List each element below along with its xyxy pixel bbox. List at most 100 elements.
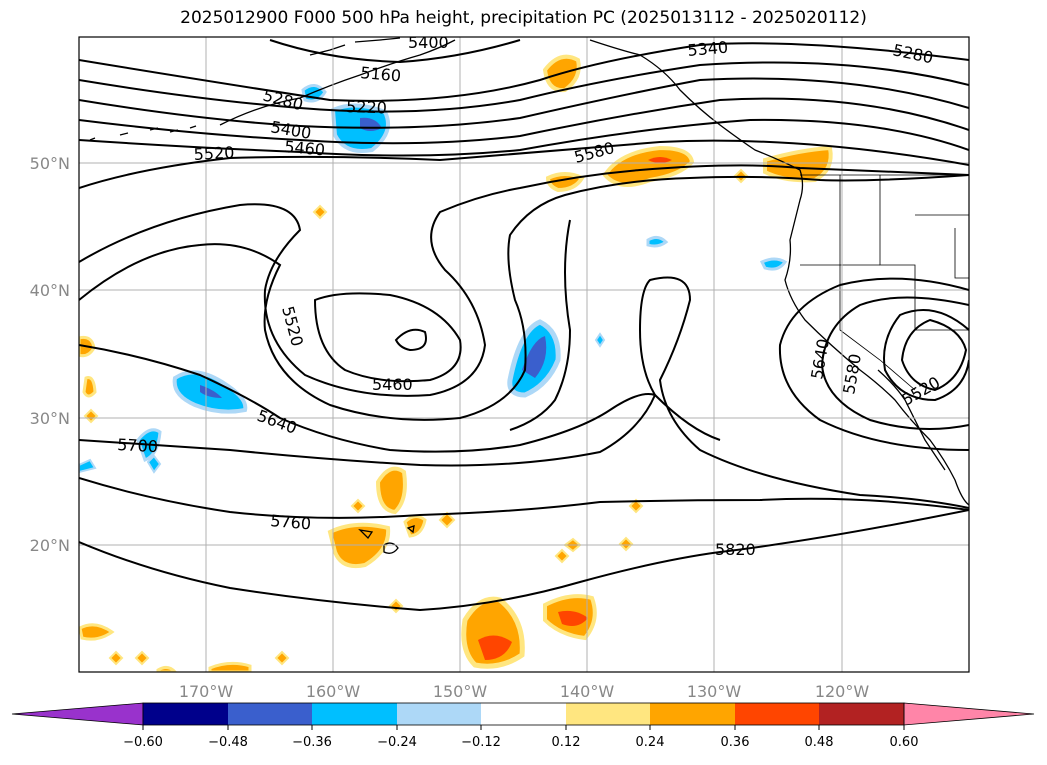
precip-patch-tiny-11: [83, 408, 99, 424]
precip-patch-ca-blue: [759, 257, 788, 271]
map-frame: [78, 36, 970, 673]
contour-label: 5760: [270, 511, 312, 533]
colorbar-segment: [228, 703, 312, 725]
colorbar-segment: [312, 703, 397, 725]
contour-label: 5700: [117, 435, 159, 456]
canada-coast: [589, 39, 969, 506]
contour-5220: [79, 42, 969, 102]
lon-label-150w: 150°W: [433, 682, 488, 701]
precip-patch-tiny-9: [274, 650, 290, 666]
colorbar-tick-label: 0.48: [805, 735, 834, 750]
colorbar-tick-label: −0.36: [292, 735, 332, 750]
lon-label-130w: 130°W: [687, 682, 742, 701]
colorbar-arrow-right: [903, 702, 1035, 726]
precip-patch-bc-orange: [602, 145, 695, 187]
state-border-2: [879, 175, 969, 331]
colorbar-ticks: [142, 725, 905, 730]
colorbar-segment: [566, 703, 650, 725]
contour-5580-loop: [79, 174, 969, 421]
precip-patch-tiny-15: [594, 332, 606, 348]
contour-east-5580: [820, 296, 969, 430]
precip-patch-central-dark: [522, 336, 547, 378]
lon-label-170w: 170°W: [179, 682, 234, 701]
contour-5460-loop: [313, 292, 462, 383]
height-contours: [79, 39, 969, 612]
state-border-4: [954, 228, 969, 279]
hawaii-island-3: [406, 525, 415, 534]
colorbar-tick-label: −0.60: [123, 735, 163, 750]
lon-label-140w: 140°W: [560, 682, 615, 701]
contour-label: 5460: [284, 137, 326, 159]
precip-patch-tiny-1: [312, 204, 328, 220]
precip-patch-tiny-7: [108, 650, 124, 666]
precip-patches: [79, 54, 833, 672]
precip-patch-hawaii-3: [403, 515, 427, 538]
colorbar-tick-label: 0.24: [636, 735, 665, 750]
contour-label: 5520: [193, 143, 235, 164]
lat-label-40n: 40°N: [30, 281, 70, 300]
contour-5640-b: [509, 219, 721, 441]
state-border-3: [800, 264, 916, 391]
contour-label: 5400: [408, 33, 449, 52]
lon-label-120w: 120°W: [815, 682, 870, 701]
lat-label-20n: 20°N: [30, 536, 70, 555]
contour-5520-loop: [79, 164, 969, 397]
precip-patch-tiny-4: [554, 548, 570, 564]
colorbar-segment: [650, 703, 735, 725]
colorbar-tick-label: −0.12: [461, 735, 501, 750]
hawaii-island-1: [383, 542, 399, 554]
precip-patch-west-edge2: [82, 376, 97, 398]
baja-coast: [877, 369, 946, 471]
colorbar-segment: [481, 703, 566, 725]
colorbar-arrow-left: [11, 702, 144, 726]
contour-label: 5460: [372, 375, 413, 394]
colorbar-outline: [142, 702, 905, 726]
hawaii-island-2: [358, 529, 374, 540]
colorbar-tick-label: −0.24: [377, 735, 417, 750]
contour-label: 5340: [687, 38, 729, 60]
precip-patch-tiny-8: [134, 650, 150, 666]
contour-east-5520: [883, 309, 969, 402]
contour-label: 5820: [715, 540, 756, 559]
contour-5400: [79, 97, 969, 145]
contour-5760: [79, 477, 969, 519]
contour-5160: [269, 39, 521, 64]
contour-5340: [79, 77, 969, 129]
contour-5280-a: [79, 61, 969, 113]
precip-patch-bc-red: [648, 157, 672, 163]
colorbar-segment: [143, 703, 228, 725]
precip-patch-tiny-10: [438, 511, 456, 529]
colorbar-segment: [735, 703, 819, 725]
contour-5700: [79, 394, 656, 467]
precip-patch-tiny-14: [79, 458, 97, 474]
gridlines: [79, 37, 969, 672]
colorbar: −0.60 −0.48 −0.36 −0.24 −0.12 0.12 0.24 …: [11, 702, 1035, 750]
precip-patch-tiny-3: [618, 536, 634, 552]
contour-east-5640: [778, 277, 969, 451]
precip-patch-hawaii-1: [375, 466, 407, 515]
colorbar-segment: [397, 703, 481, 725]
precip-patch-bottom2: [156, 665, 177, 672]
contour-label: 5160: [360, 63, 402, 85]
precip-patch-south-2-red: [558, 610, 588, 626]
lon-labels: 170°W 160°W 150°W 140°W 130°W 120°W: [179, 682, 870, 701]
contour-5640-a: [79, 276, 969, 509]
lon-label-160w: 160°W: [306, 682, 361, 701]
contour-5460: [79, 118, 969, 157]
lat-labels: 50°N 40°N 30°N 20°N: [30, 154, 70, 555]
map-title: 2025012900 F000 500 hPa height, precipit…: [180, 8, 867, 28]
borders: [800, 174, 969, 391]
colorbar-segment: [819, 703, 904, 725]
colorbar-tick-label: 0.60: [890, 735, 919, 750]
colorbar-tick-label: 0.36: [721, 735, 750, 750]
colorbar-tick-label: −0.48: [208, 735, 248, 750]
contour-label: 5220: [346, 97, 387, 117]
contour-east-5460: [900, 318, 968, 392]
contour-5520-top: [79, 139, 969, 189]
contour-5820: [79, 509, 969, 612]
precip-patch-bottom: [208, 661, 252, 672]
contour-5400-loop: [394, 328, 427, 352]
lat-label-50n: 50°N: [30, 154, 70, 173]
precip-patch-tiny-5: [350, 498, 366, 514]
